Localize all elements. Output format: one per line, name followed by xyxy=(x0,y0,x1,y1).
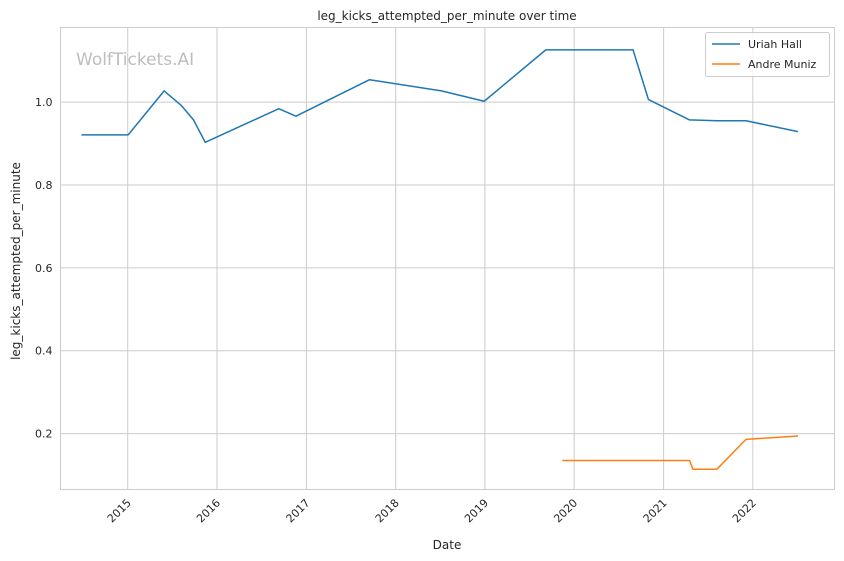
x-tick-label: 2017 xyxy=(284,496,313,525)
legend-label-andre-muniz: Andre Muniz xyxy=(748,58,817,71)
legend: Uriah Hall Andre Muniz xyxy=(705,32,830,77)
x-tick-label: 2019 xyxy=(462,496,491,525)
x-axis-title: Date xyxy=(433,538,462,552)
x-tick-label: 2022 xyxy=(730,496,759,525)
y-tick-label: 0.4 xyxy=(35,345,53,358)
grid xyxy=(60,27,835,490)
watermark-text: WolfTickets.AI xyxy=(76,50,194,70)
y-tick-label: 0.8 xyxy=(35,179,53,192)
plot-area-frame xyxy=(60,27,835,490)
x-tick-labels: 2015 2016 2017 2018 2019 2020 2021 2022 xyxy=(105,496,759,525)
x-tick-label: 2020 xyxy=(551,496,580,525)
x-tick-label: 2015 xyxy=(105,496,134,525)
y-tick-label: 0.2 xyxy=(35,428,53,441)
chart-title: leg_kicks_attempted_per_minute over time xyxy=(317,9,576,23)
series-line-andre-muniz xyxy=(562,435,799,470)
y-tick-label: 1.0 xyxy=(35,96,53,109)
x-tick-label: 2021 xyxy=(641,496,670,525)
legend-label-uriah-hall: Uriah Hall xyxy=(748,38,802,51)
y-axis-title: leg_kicks_attempted_per_minute xyxy=(9,162,23,360)
series-lines xyxy=(81,49,799,470)
x-tick-label: 2016 xyxy=(194,496,223,525)
x-tick-label: 2018 xyxy=(373,496,402,525)
y-tick-labels: 0.2 0.4 0.6 0.8 1.0 xyxy=(35,96,53,440)
series-line-uriah-hall xyxy=(81,49,799,144)
y-tick-label: 0.6 xyxy=(35,262,53,275)
